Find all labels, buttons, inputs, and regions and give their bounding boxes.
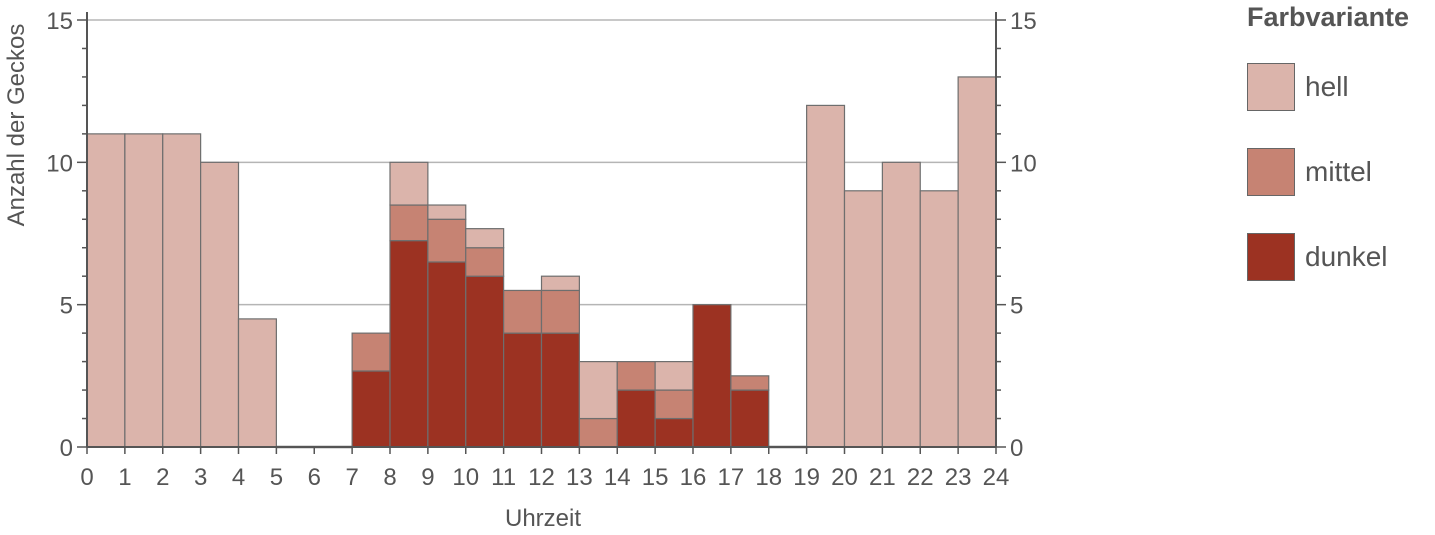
legend-swatch-mittel: [1247, 148, 1295, 196]
bar-segment-hell: [427, 204, 467, 220]
x-tick-label: 7: [345, 464, 358, 491]
legend-title: Farbvariante: [1247, 2, 1410, 32]
x-tick-label: 13: [566, 464, 593, 491]
bar-segment-hell: [957, 76, 997, 448]
legend-item-mittel: mittel: [1247, 147, 1372, 197]
x-tick-label: 19: [793, 464, 820, 491]
y-tick-label-right: 5: [1010, 293, 1023, 320]
bar-segment-hell: [578, 361, 618, 420]
legend-item-dunkel: dunkel: [1247, 232, 1388, 282]
bar-segment-dunkel: [427, 261, 467, 448]
x-tick-label: 21: [869, 464, 896, 491]
x-tick-label: 4: [232, 464, 245, 491]
legend-swatch-hell: [1247, 63, 1295, 111]
bar-segment-hell: [200, 161, 240, 448]
x-tick-label: 8: [383, 464, 396, 491]
bar-segment-mittel: [578, 417, 618, 448]
bar-segment-hell: [389, 161, 429, 206]
bar-segment-mittel: [503, 289, 543, 334]
x-tick-label: 16: [680, 464, 707, 491]
bar-segment-dunkel: [389, 240, 429, 448]
bar-segment-dunkel: [503, 332, 543, 448]
bar-segment-dunkel: [654, 417, 694, 448]
bar-segment-hell: [881, 161, 921, 448]
x-tick-label: 12: [528, 464, 555, 491]
bar-segment-hell: [806, 104, 846, 448]
bar-segment-dunkel: [540, 332, 580, 448]
x-tick-label: 17: [718, 464, 745, 491]
bar-segment-hell: [654, 361, 694, 391]
bar-segment-dunkel: [692, 304, 732, 448]
bar-segment-hell: [540, 275, 580, 292]
bar-segment-mittel: [427, 218, 467, 263]
x-tick-label: 18: [755, 464, 782, 491]
bar-segment-dunkel: [730, 389, 770, 448]
x-tick-label: 23: [945, 464, 972, 491]
x-tick-label: 3: [194, 464, 207, 491]
y-tick-label-right: 0: [1010, 435, 1023, 462]
y-tick-label-left: 15: [46, 8, 73, 35]
y-tick-label-right: 15: [1010, 8, 1037, 35]
x-tick-label: 6: [308, 464, 321, 491]
bar-segment-hell: [465, 228, 505, 249]
y-axis-title: Anzahl der Geckos: [3, 24, 30, 227]
x-axis-title: Uhrzeit: [505, 505, 581, 532]
x-tick-label: 24: [983, 464, 1010, 491]
bar-segment-hell: [237, 318, 277, 448]
bar-segment-mittel: [540, 289, 580, 334]
x-tick-label: 14: [604, 464, 631, 491]
bar-segment-hell: [919, 190, 959, 448]
bar-segment-mittel: [616, 361, 656, 391]
x-tick-label: 20: [831, 464, 858, 491]
bar-segment-dunkel: [616, 389, 656, 448]
y-tick-label-right: 10: [1010, 150, 1037, 177]
x-tick-label: 1: [118, 464, 131, 491]
y-tick-label-left: 5: [60, 293, 73, 320]
bars: [86, 76, 997, 449]
legend-label-dunkel: dunkel: [1305, 241, 1388, 272]
x-tick-label: 0: [80, 464, 93, 491]
x-tick-label: 2: [156, 464, 169, 491]
bar-segment-mittel: [654, 389, 694, 420]
x-tick-label: 9: [421, 464, 434, 491]
bar-segment-dunkel: [465, 275, 505, 448]
bar-segment-hell: [162, 133, 202, 448]
histogram-chart: 0 1 2 3 4 5 6 7 8 9 10 11 12 13 14 15 16 17 18 19 20 21 22 23 24…: [3, 8, 1037, 532]
x-tick-label: 11: [491, 464, 516, 491]
bar-segment-mittel: [730, 375, 770, 391]
x-axis-ticks: 0 1 2 3 4 5 6 7 8 9 10 11 12 13 14 15 16 17 18 19 20 21 22 23 24: [80, 447, 1009, 491]
legend-label-mittel: mittel: [1305, 156, 1372, 187]
bar-segment-dunkel: [351, 370, 391, 448]
legend-label-hell: hell: [1305, 71, 1349, 102]
bar-segment-mittel: [465, 247, 505, 277]
bar-segment-mittel: [351, 332, 391, 372]
bar-segment-mittel: [389, 204, 429, 242]
bar-segment-hell: [843, 190, 883, 448]
bar-segment-hell: [86, 133, 126, 448]
x-tick-label: 10: [452, 464, 479, 491]
bar-segment-hell: [124, 133, 164, 448]
x-tick-label: 15: [642, 464, 669, 491]
y-tick-label-left: 0: [60, 435, 73, 462]
x-tick-label: 22: [907, 464, 934, 491]
x-tick-label: 5: [270, 464, 283, 491]
y-tick-label-left: 10: [46, 150, 73, 177]
y-axis-ticks: 0 0 5 5 10 10 15 15: [46, 8, 1036, 462]
legend-swatch-dunkel: [1247, 233, 1295, 281]
legend-item-hell: hell: [1247, 62, 1349, 112]
